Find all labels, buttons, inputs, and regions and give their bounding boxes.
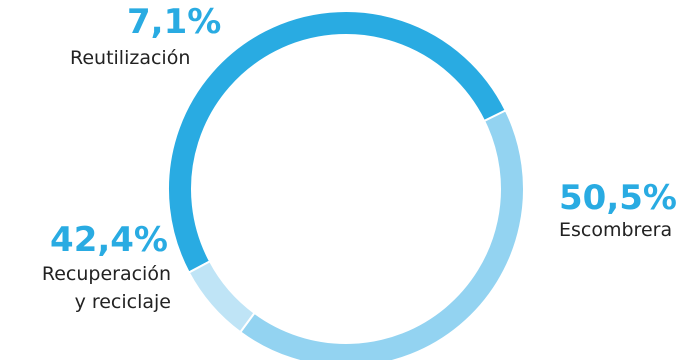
value-label-recuperacion: 42,4% — [50, 220, 168, 260]
category-label-recuperacion-line1: Recuperación — [41, 263, 171, 285]
value-label-reutilizacion: 7,1% — [127, 2, 222, 42]
donut-slice-escombrera — [167, 10, 508, 274]
donut-slice-recuperacion — [238, 109, 525, 360]
category-label-reutilizacion: Reutilización — [70, 47, 191, 69]
value-label-escombrera: 50,5% — [559, 178, 677, 218]
category-label-escombrera: Escombrera — [559, 219, 673, 241]
category-label-recuperacion-line2: y reciclaje — [74, 291, 171, 313]
donut-slices — [167, 10, 525, 360]
donut-slice-reutilizacion — [187, 259, 256, 334]
